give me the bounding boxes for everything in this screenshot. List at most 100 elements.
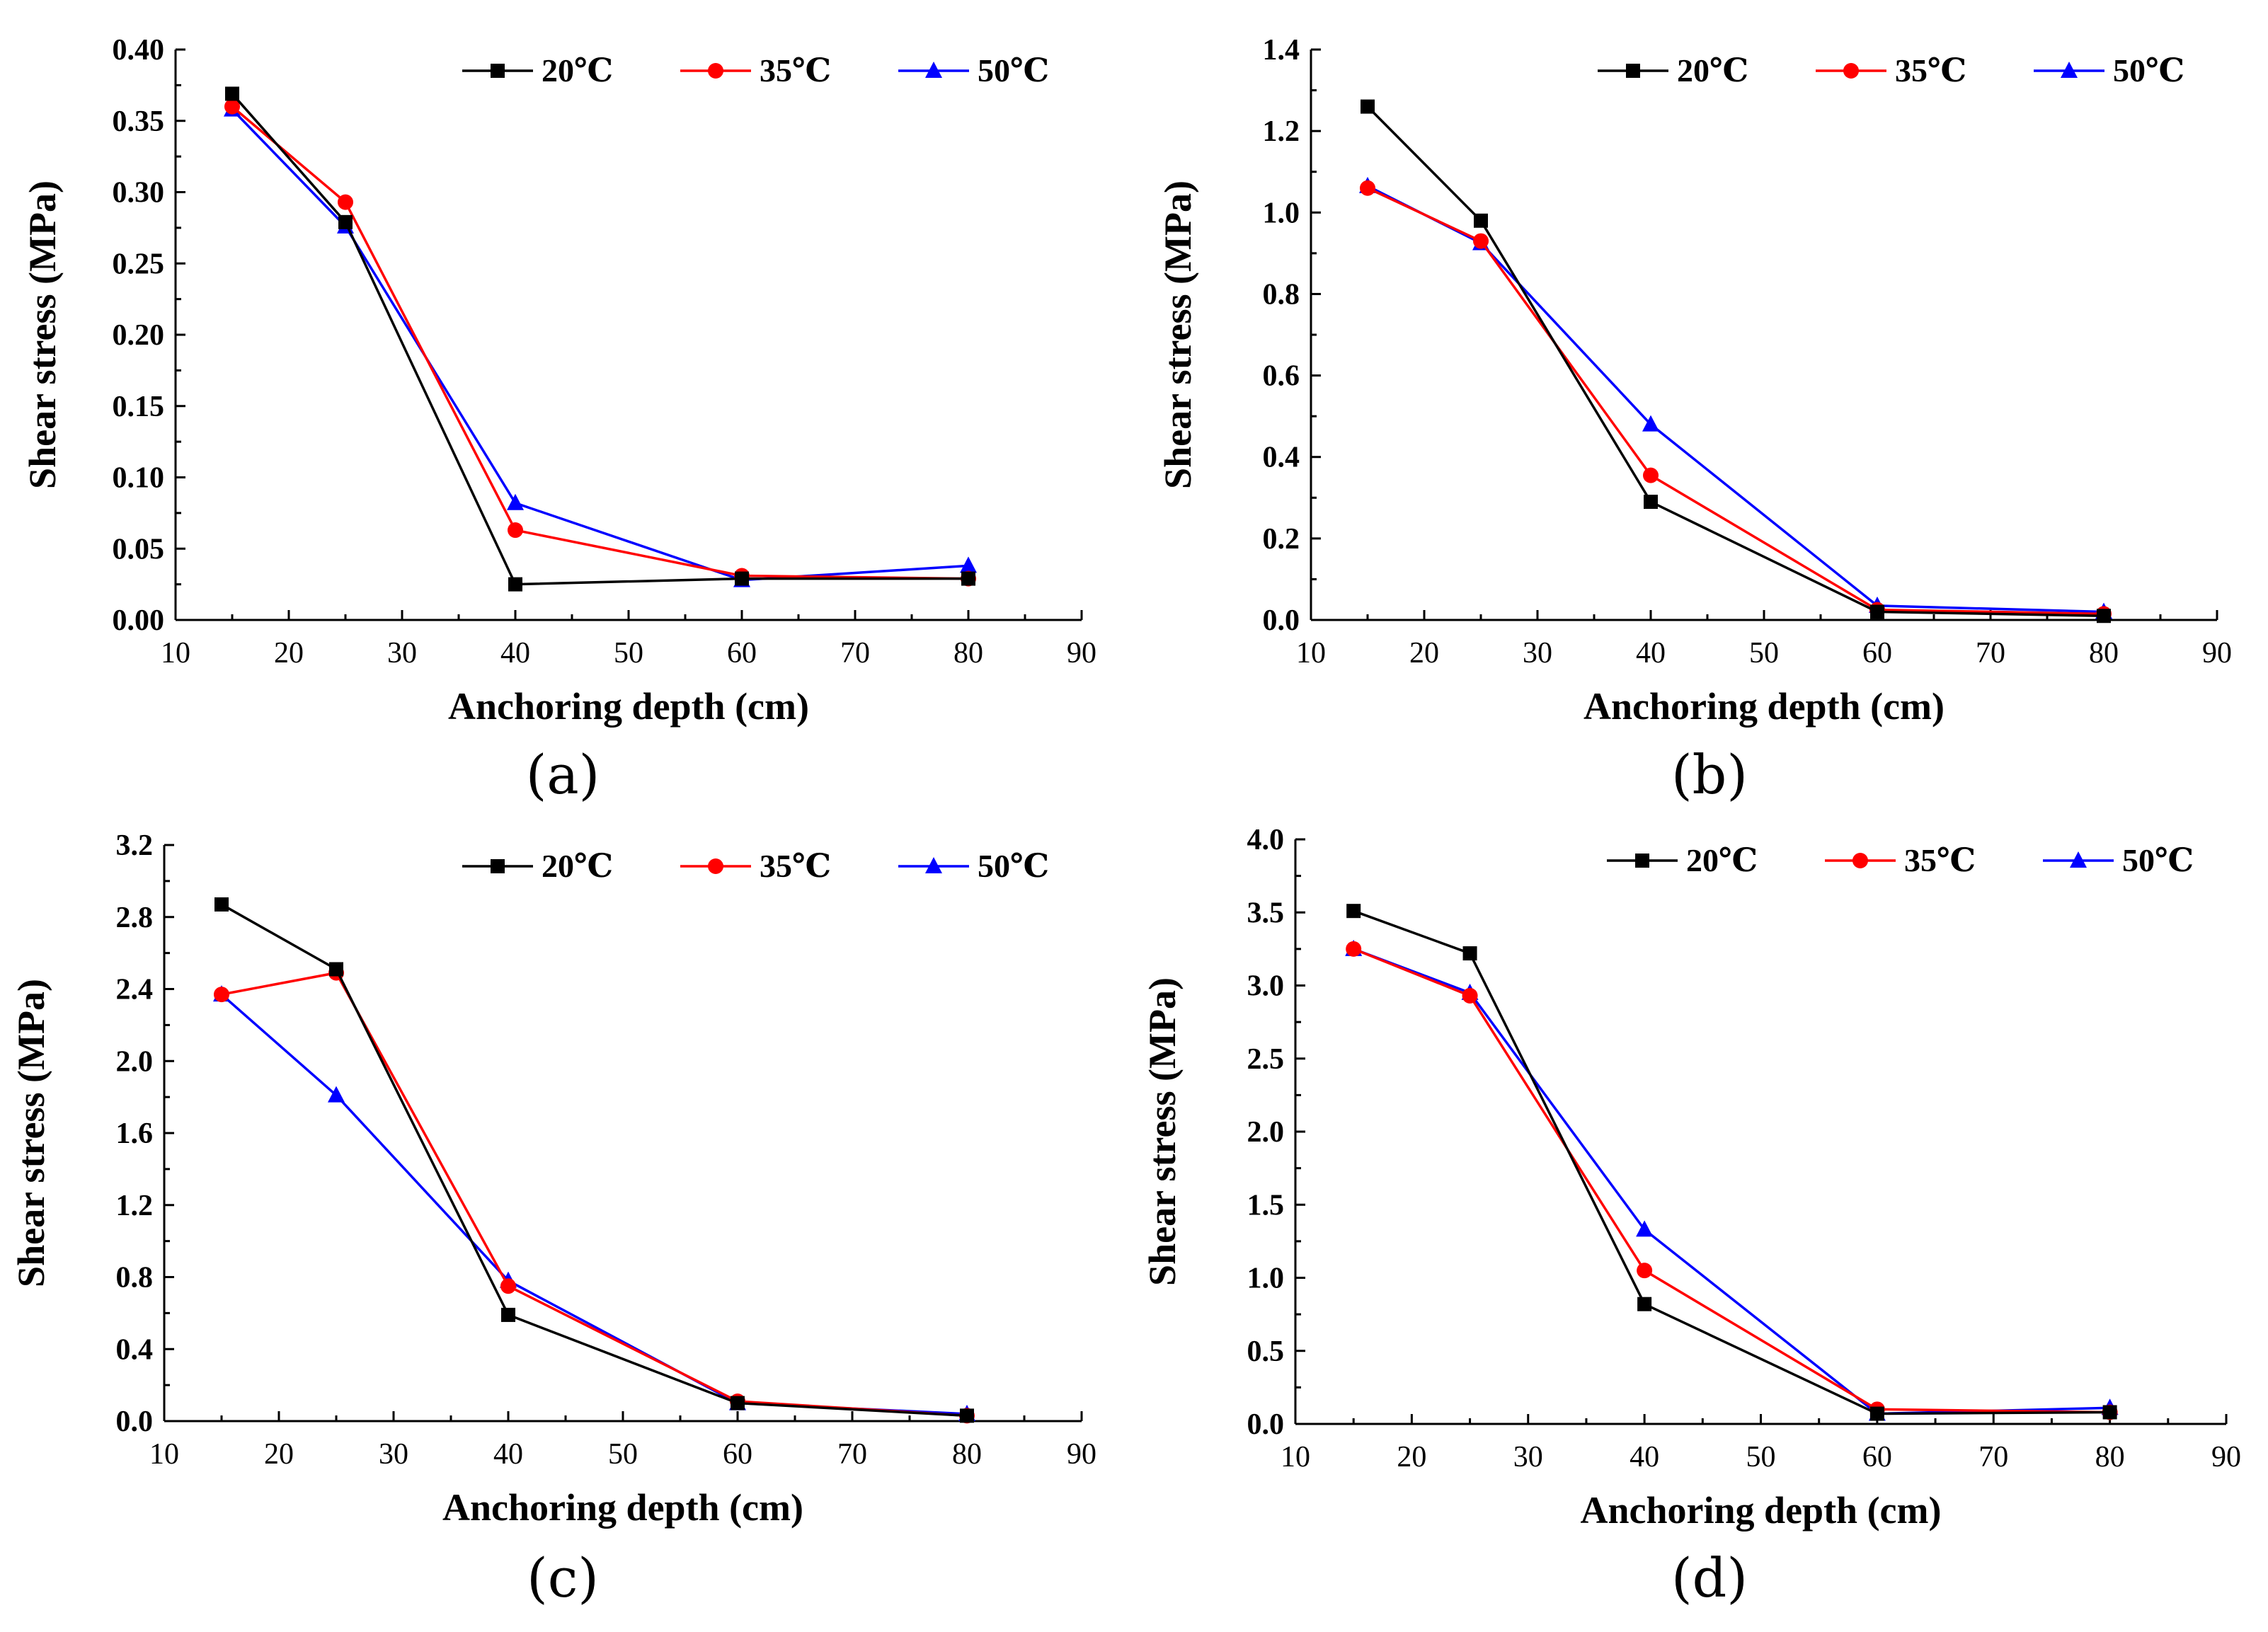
y-tick-label: 2.5 (1247, 1043, 1285, 1076)
y-tick-label: 1.2 (116, 1190, 154, 1222)
x-tick-label: 70 (1978, 1441, 2008, 1473)
legend-label-35c: 35℃ (760, 848, 831, 884)
x-tick-label: 80 (953, 637, 983, 670)
legend-marker-35c (1843, 63, 1859, 79)
data-point-35c (1346, 941, 1362, 957)
series-line-35c (231, 105, 969, 580)
y-tick-label: 3.5 (1247, 897, 1285, 929)
y-tick-label: 1.2 (1263, 115, 1300, 148)
legend-label-20c: 20℃ (1686, 842, 1758, 878)
x-axis-label: Anchoring depth (cm) (442, 1486, 803, 1529)
series-line-35c (1353, 948, 2110, 1414)
y-axis-label: Shear stress (MPa) (1157, 180, 1199, 489)
data-point-20c (329, 962, 343, 977)
x-tick-label: 70 (837, 1438, 867, 1471)
data-point-35c (214, 987, 229, 1003)
x-tick-label: 90 (1067, 1438, 1096, 1471)
data-point-20c (961, 571, 975, 586)
legend-marker-20c (491, 859, 505, 873)
x-tick-label: 40 (1636, 637, 1666, 670)
y-tick-label: 0.0 (116, 1406, 154, 1438)
panel-caption-b: (b) (1671, 743, 1748, 806)
x-tick-label: 30 (1523, 637, 1552, 670)
data-point-20c (1462, 946, 1477, 961)
y-tick-label: 2.0 (1247, 1116, 1285, 1149)
x-tick-label: 70 (840, 637, 870, 670)
chart-panel-1: 10 20 30 40 50 60 70 80 90 0.0 0.2 0.4 0.6 0.8 1.0 1.2 1… (1157, 34, 2232, 728)
x-tick-label: 10 (1296, 637, 1326, 670)
x-tick-label: 50 (1749, 637, 1779, 670)
x-axis-label: Anchoring depth (cm) (1581, 1489, 1942, 1532)
data-point-20c (214, 897, 229, 912)
y-tick-label: 4.0 (1247, 824, 1285, 856)
y-tick-label: 0.8 (1263, 278, 1300, 311)
y-tick-label: 0.0 (1263, 604, 1300, 637)
legend-marker-35c (708, 858, 723, 874)
x-tick-label: 80 (2089, 637, 2119, 670)
data-point-35c (1637, 1263, 1653, 1279)
x-tick-label: 30 (387, 637, 417, 670)
chart-panel-2: 10 20 30 40 50 60 70 80 90 0.0 0.4 0.8 1.2 1.6 2.0 2.4 2… (10, 829, 1096, 1529)
y-tick-label: 0.15 (113, 391, 165, 423)
x-tick-label: 80 (2095, 1441, 2125, 1473)
y-tick-label: 2.0 (116, 1045, 154, 1078)
data-point-50c (507, 493, 524, 510)
data-point-20c (960, 1408, 974, 1423)
series-line-50c (220, 993, 968, 1415)
data-point-20c (735, 571, 749, 586)
data-point-20c (1346, 904, 1361, 919)
data-point-20c (1869, 1406, 1884, 1421)
x-tick-label: 60 (1862, 637, 1892, 670)
data-point-35c (1473, 233, 1489, 249)
legend-label-20c: 20℃ (1677, 52, 1748, 88)
legend-marker-35c (708, 63, 723, 79)
legend-label-50c: 50℃ (978, 848, 1049, 884)
y-tick-label: 0.40 (113, 34, 165, 67)
legend-label-50c: 50℃ (2122, 842, 2194, 878)
x-axis-label: Anchoring depth (cm) (1583, 685, 1945, 728)
y-tick-label: 1.0 (1247, 1263, 1285, 1295)
series-line-35c (1367, 187, 2104, 616)
legend-label-50c: 50℃ (2113, 52, 2184, 88)
data-point-35c (338, 194, 353, 210)
data-point-20c (501, 1307, 515, 1322)
data-point-20c (2097, 609, 2111, 624)
series-line-50c (231, 108, 969, 582)
data-point-20c (1474, 213, 1488, 228)
data-point-20c (1361, 99, 1375, 114)
x-tick-label: 10 (1281, 1441, 1310, 1473)
legend-marker-35c (1852, 853, 1868, 868)
y-tick-label: 0.5 (1247, 1335, 1285, 1368)
legend-label-20c: 20℃ (542, 52, 613, 88)
y-tick-label: 0.4 (116, 1333, 154, 1366)
y-tick-label: 0.6 (1263, 360, 1300, 393)
data-point-20c (2102, 1405, 2117, 1420)
x-tick-label: 20 (1397, 1441, 1426, 1473)
x-tick-label: 20 (274, 637, 304, 670)
legend-label-35c: 35℃ (1895, 52, 1966, 88)
data-point-20c (1644, 495, 1658, 510)
y-tick-label: 0.20 (113, 319, 165, 352)
data-point-20c (731, 1396, 745, 1410)
legend-marker-50c (925, 62, 942, 78)
x-tick-label: 50 (614, 637, 643, 670)
x-tick-label: 60 (723, 1438, 752, 1471)
data-point-35c (500, 1278, 516, 1294)
data-point-35c (508, 522, 523, 539)
x-tick-label: 50 (608, 1438, 638, 1471)
series-line-20c (231, 93, 968, 586)
legend-marker-20c (1626, 64, 1640, 78)
series-line-20c (1353, 909, 2110, 1415)
panel-caption-c: (c) (527, 1546, 599, 1609)
data-point-35c (1643, 467, 1659, 483)
x-tick-label: 50 (1746, 1441, 1776, 1473)
legend-marker-50c (925, 857, 942, 873)
chart-panel-3: 10 20 30 40 50 60 70 80 90 0.0 0.5 1.0 1.5 2.0 2.5 3.0 3… (1141, 824, 2241, 1532)
y-tick-label: 1.6 (116, 1117, 154, 1150)
x-axis-label: Anchoring depth (cm) (448, 685, 809, 728)
y-tick-label: 0.30 (113, 177, 165, 209)
x-tick-label: 40 (500, 637, 530, 670)
x-tick-label: 80 (952, 1438, 982, 1471)
y-tick-label: 3.0 (1247, 970, 1285, 1003)
